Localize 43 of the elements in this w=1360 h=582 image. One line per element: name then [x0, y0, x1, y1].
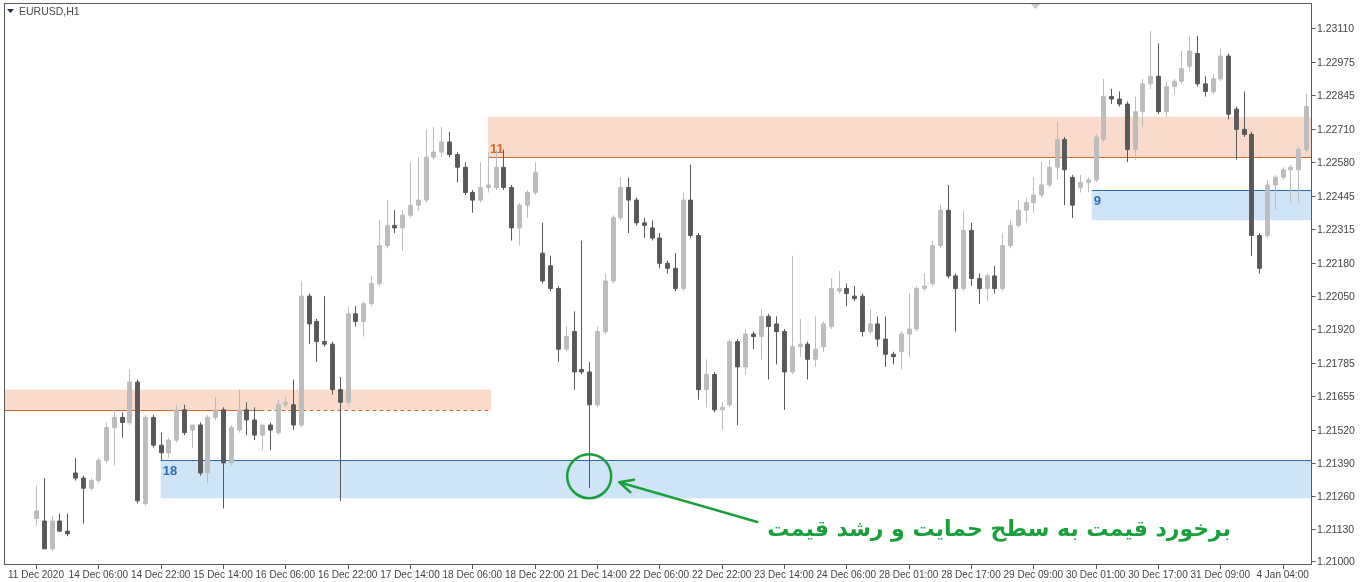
x-tick-label: 21 Dec 14:00	[567, 569, 627, 580]
x-tick-label: 22 Dec 06:00	[629, 569, 690, 580]
title: EURUSD,H1	[19, 5, 80, 17]
x-tick-label: 16 Dec 22:00	[317, 569, 378, 580]
y-tick-label: 1.21920	[1317, 323, 1355, 335]
x-tick-label: 18 Dec 06:00	[442, 569, 503, 580]
band-label: 9	[1093, 193, 1101, 208]
y-tick-label: 1.22845	[1317, 89, 1355, 102]
x-tick-label: 15 Dec 14:00	[193, 569, 253, 580]
x-tick-label: 30 Dec 17:00	[1128, 569, 1188, 580]
y-tick-label: 1.22180	[1317, 257, 1355, 270]
x-tick-label: 28 Dec 17:00	[941, 569, 1001, 580]
x-tick-label: 31 Dec 09:00	[1190, 569, 1251, 580]
x-tick-label: 22 Dec 22:00	[691, 569, 752, 580]
y-tick-label: 1.22315	[1317, 223, 1355, 236]
x-tick-label: 24 Dec 06:00	[816, 569, 877, 580]
y-tick-label: 1.22710	[1317, 123, 1355, 136]
band-label: 18	[162, 463, 178, 479]
y-tick-label: 1.22975	[1317, 56, 1355, 69]
x-tick-label: 23 Dec 14:00	[754, 569, 814, 580]
x-tick-label: 30 Dec 01:00	[1065, 569, 1126, 580]
x-tick-label: 29 Dec 09:00	[1003, 569, 1064, 580]
x-tick-label: 16 Dec 06:00	[255, 569, 316, 580]
y-tick-label: 1.21000	[1317, 555, 1355, 568]
y-tick-label: 1.21655	[1317, 389, 1355, 402]
band-label: 11	[489, 141, 504, 157]
x-tick-label: 4 Jan 04:00	[1256, 569, 1309, 580]
x-tick-label: 14 Dec 06:00	[68, 569, 129, 580]
y-tick-label: 1.23110	[1317, 22, 1355, 35]
y-tick-label: 1.21130	[1317, 522, 1355, 535]
x-tick-label: 17 Dec 14:00	[380, 569, 440, 580]
annotation: برخورد قیمت به سطح حمایت و رشد قیمت	[767, 516, 1231, 541]
y-tick-label: 1.22580	[1317, 156, 1355, 169]
x-tick-label: 11 Dec 2020	[8, 569, 64, 580]
y-tick-label: 1.22445	[1317, 190, 1355, 203]
y-tick-label: 1.21260	[1317, 489, 1355, 502]
y-tick-label: 1.21520	[1317, 424, 1355, 437]
x-tick-label: 18 Dec 22:00	[504, 569, 565, 580]
x-tick-label: 28 Dec 01:00	[878, 569, 939, 580]
y-tick-label: 1.21785	[1317, 357, 1355, 370]
x-tick-label: 14 Dec 22:00	[130, 569, 191, 580]
y-tick-label: 1.21390	[1317, 456, 1355, 469]
y-tick-label: 1.22050	[1317, 290, 1355, 303]
